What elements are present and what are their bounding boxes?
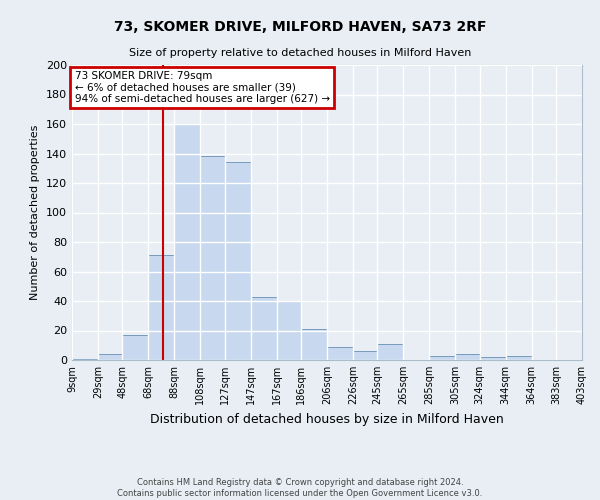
- Bar: [277, 301, 301, 360]
- Bar: [72, 358, 98, 360]
- Bar: [377, 344, 403, 360]
- Bar: [122, 335, 148, 360]
- Bar: [251, 296, 277, 360]
- Bar: [480, 357, 506, 360]
- Bar: [506, 356, 532, 360]
- Bar: [301, 329, 327, 360]
- Text: Size of property relative to detached houses in Milford Haven: Size of property relative to detached ho…: [129, 48, 471, 58]
- Bar: [353, 351, 377, 360]
- Y-axis label: Number of detached properties: Number of detached properties: [31, 125, 40, 300]
- Bar: [200, 156, 225, 360]
- Bar: [455, 354, 480, 360]
- Bar: [582, 358, 600, 360]
- Bar: [225, 162, 251, 360]
- Bar: [327, 346, 353, 360]
- Bar: [429, 356, 455, 360]
- X-axis label: Distribution of detached houses by size in Milford Haven: Distribution of detached houses by size …: [150, 412, 504, 426]
- Bar: [148, 256, 174, 360]
- Bar: [174, 124, 200, 360]
- Bar: [98, 354, 122, 360]
- Text: 73 SKOMER DRIVE: 79sqm
← 6% of detached houses are smaller (39)
94% of semi-deta: 73 SKOMER DRIVE: 79sqm ← 6% of detached …: [74, 71, 329, 104]
- Text: Contains HM Land Registry data © Crown copyright and database right 2024.
Contai: Contains HM Land Registry data © Crown c…: [118, 478, 482, 498]
- Text: 73, SKOMER DRIVE, MILFORD HAVEN, SA73 2RF: 73, SKOMER DRIVE, MILFORD HAVEN, SA73 2R…: [114, 20, 486, 34]
